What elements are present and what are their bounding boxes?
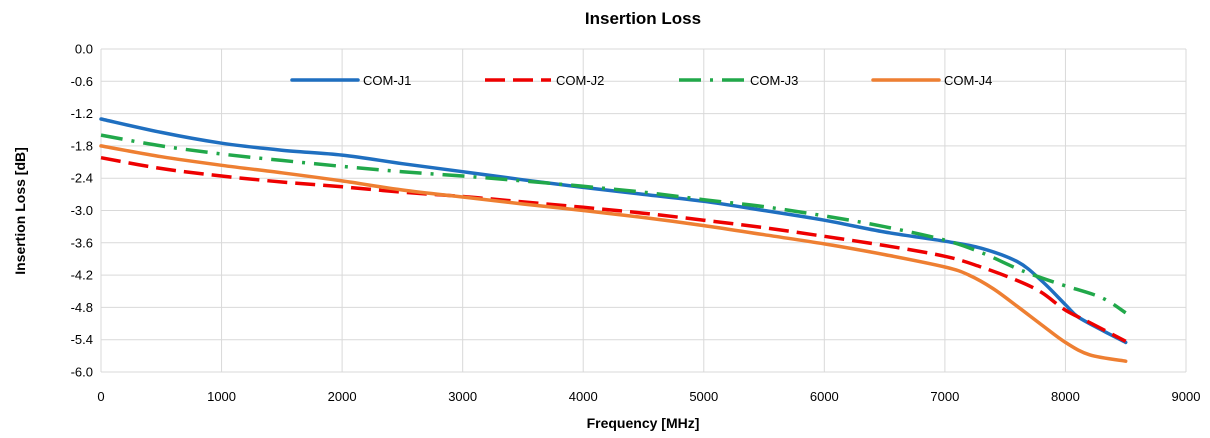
- y-axis-ticks: 0.0 -0.6 -1.2 -1.8 -2.4 -3.0 -3.6 -4.2 -4.8 -5.4 -…: [71, 42, 93, 380]
- legend-label-com-j3: COM-J3: [750, 73, 798, 88]
- x-tick-label: 0: [97, 389, 104, 404]
- gridlines: [100, 48, 1187, 373]
- x-tick-label: 8000: [1051, 389, 1080, 404]
- y-tick-label: -2.4: [71, 171, 93, 186]
- x-tick-label: 6000: [810, 389, 839, 404]
- series-lines: [99, 117, 1128, 363]
- legend-label-com-j2: COM-J2: [556, 73, 604, 88]
- y-tick-label: -3.6: [71, 235, 93, 250]
- series-line-com-j2: [100, 155, 1127, 343]
- x-tick-label: 5000: [689, 389, 718, 404]
- y-tick-label: -5.4: [71, 332, 93, 347]
- legend-label-com-j4: COM-J4: [944, 73, 992, 88]
- series-line-com-j4: [99, 144, 1128, 363]
- legend: COM-J1 COM-J2 COM-J3 COM-J4: [290, 73, 992, 88]
- y-tick-label: -3.0: [71, 203, 93, 218]
- x-tick-label: 3000: [448, 389, 477, 404]
- x-tick-label: 7000: [930, 389, 959, 404]
- series-line-com-j1: [99, 117, 1128, 345]
- x-tick-label: 2000: [328, 389, 357, 404]
- y-tick-label: -4.8: [71, 300, 93, 315]
- x-tick-label: 1000: [207, 389, 236, 404]
- legend-label-com-j1: COM-J1: [363, 73, 411, 88]
- y-tick-label: -4.2: [71, 268, 93, 283]
- y-axis-title: Insertion Loss [dB]: [12, 147, 28, 275]
- x-axis-ticks: 0 1000 2000 3000 4000 5000 6000 7000 8000 9000: [97, 389, 1200, 404]
- y-tick-label: -1.8: [71, 138, 93, 153]
- x-axis-title: Frequency [MHz]: [587, 415, 700, 431]
- series-line-com-j3: [100, 133, 1127, 315]
- x-tick-label: 9000: [1172, 389, 1201, 404]
- x-tick-label: 4000: [569, 389, 598, 404]
- chart-title: Insertion Loss: [585, 9, 701, 28]
- y-tick-label: -1.2: [71, 106, 93, 121]
- y-tick-label: -0.6: [71, 74, 93, 89]
- y-tick-label: -6.0: [71, 365, 93, 380]
- y-tick-label: 0.0: [75, 42, 93, 57]
